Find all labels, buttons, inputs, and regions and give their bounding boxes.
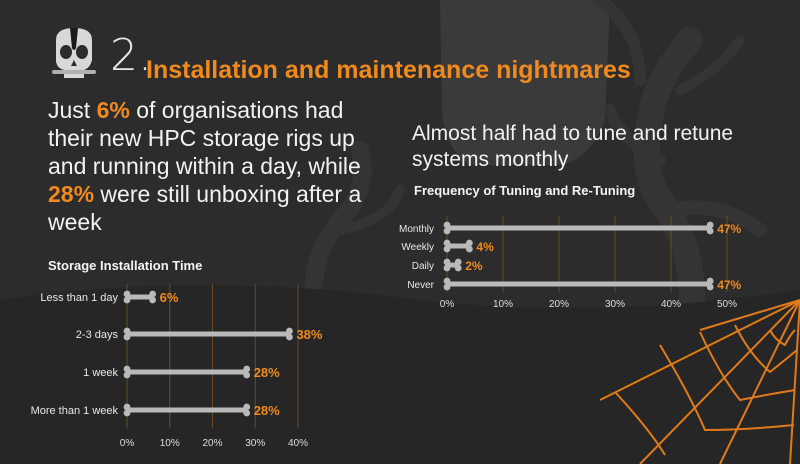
hill-shape (0, 285, 800, 464)
section-title: Installation and maintenance nightmares (146, 56, 631, 84)
bar (123, 365, 251, 379)
gravestone-icon (440, 0, 610, 165)
data-label: 28% (254, 403, 280, 418)
x-tick-label: 20% (202, 438, 222, 449)
bar (443, 239, 473, 253)
data-label: 47% (717, 278, 741, 292)
section-number: 2. (110, 30, 152, 81)
category-label: Less than 1 day (40, 292, 118, 304)
lead-text: of organisations had their new HPC stora… (48, 97, 361, 179)
bar (443, 277, 714, 291)
bar (123, 327, 293, 341)
bar (443, 258, 462, 272)
chart-title-tuning: Frequency of Tuning and Re-Tuning (414, 183, 636, 198)
x-tick-label: 30% (605, 299, 625, 310)
x-tick-label: 50% (717, 299, 737, 310)
category-label: Never (407, 280, 434, 291)
lead-highlight-2: 28% (48, 181, 95, 207)
spider-web-icon (599, 299, 800, 464)
chart-title-installation: Storage Installation Time (48, 258, 203, 273)
x-tick-label: 10% (160, 438, 180, 449)
dead-tree-icon (304, 0, 767, 343)
x-tick-label: 30% (245, 438, 265, 449)
bar (443, 221, 714, 235)
category-label: Monthly (399, 224, 434, 235)
data-label: 6% (160, 290, 179, 305)
x-tick-label: 0% (120, 438, 135, 449)
x-tick-label: 40% (288, 438, 308, 449)
category-label: 2-3 days (76, 329, 119, 341)
skull-icon (52, 28, 96, 78)
data-label: 2% (465, 259, 483, 273)
lead-text: were still unboxing after a week (48, 181, 362, 235)
x-tick-label: 0% (440, 299, 455, 310)
lead-highlight-1: 6% (96, 97, 130, 123)
lead-paragraph: Just 6% of organisations had their new H… (48, 96, 378, 236)
category-label: Weekly (401, 242, 434, 253)
lead-text: Just (48, 97, 97, 123)
category-label: 1 week (83, 367, 118, 379)
data-label: 38% (296, 327, 322, 342)
category-label: More than 1 week (31, 405, 119, 417)
data-label: 28% (254, 365, 280, 380)
category-label: Daily (412, 261, 434, 272)
x-tick-label: 20% (549, 299, 569, 310)
x-tick-label: 10% (493, 299, 513, 310)
bar (123, 290, 157, 304)
right-heading: Almost half had to tune and retune syste… (412, 122, 734, 171)
x-tick-label: 40% (661, 299, 681, 310)
bar (123, 403, 251, 417)
data-label: 47% (717, 222, 741, 236)
data-label: 4% (476, 240, 494, 254)
